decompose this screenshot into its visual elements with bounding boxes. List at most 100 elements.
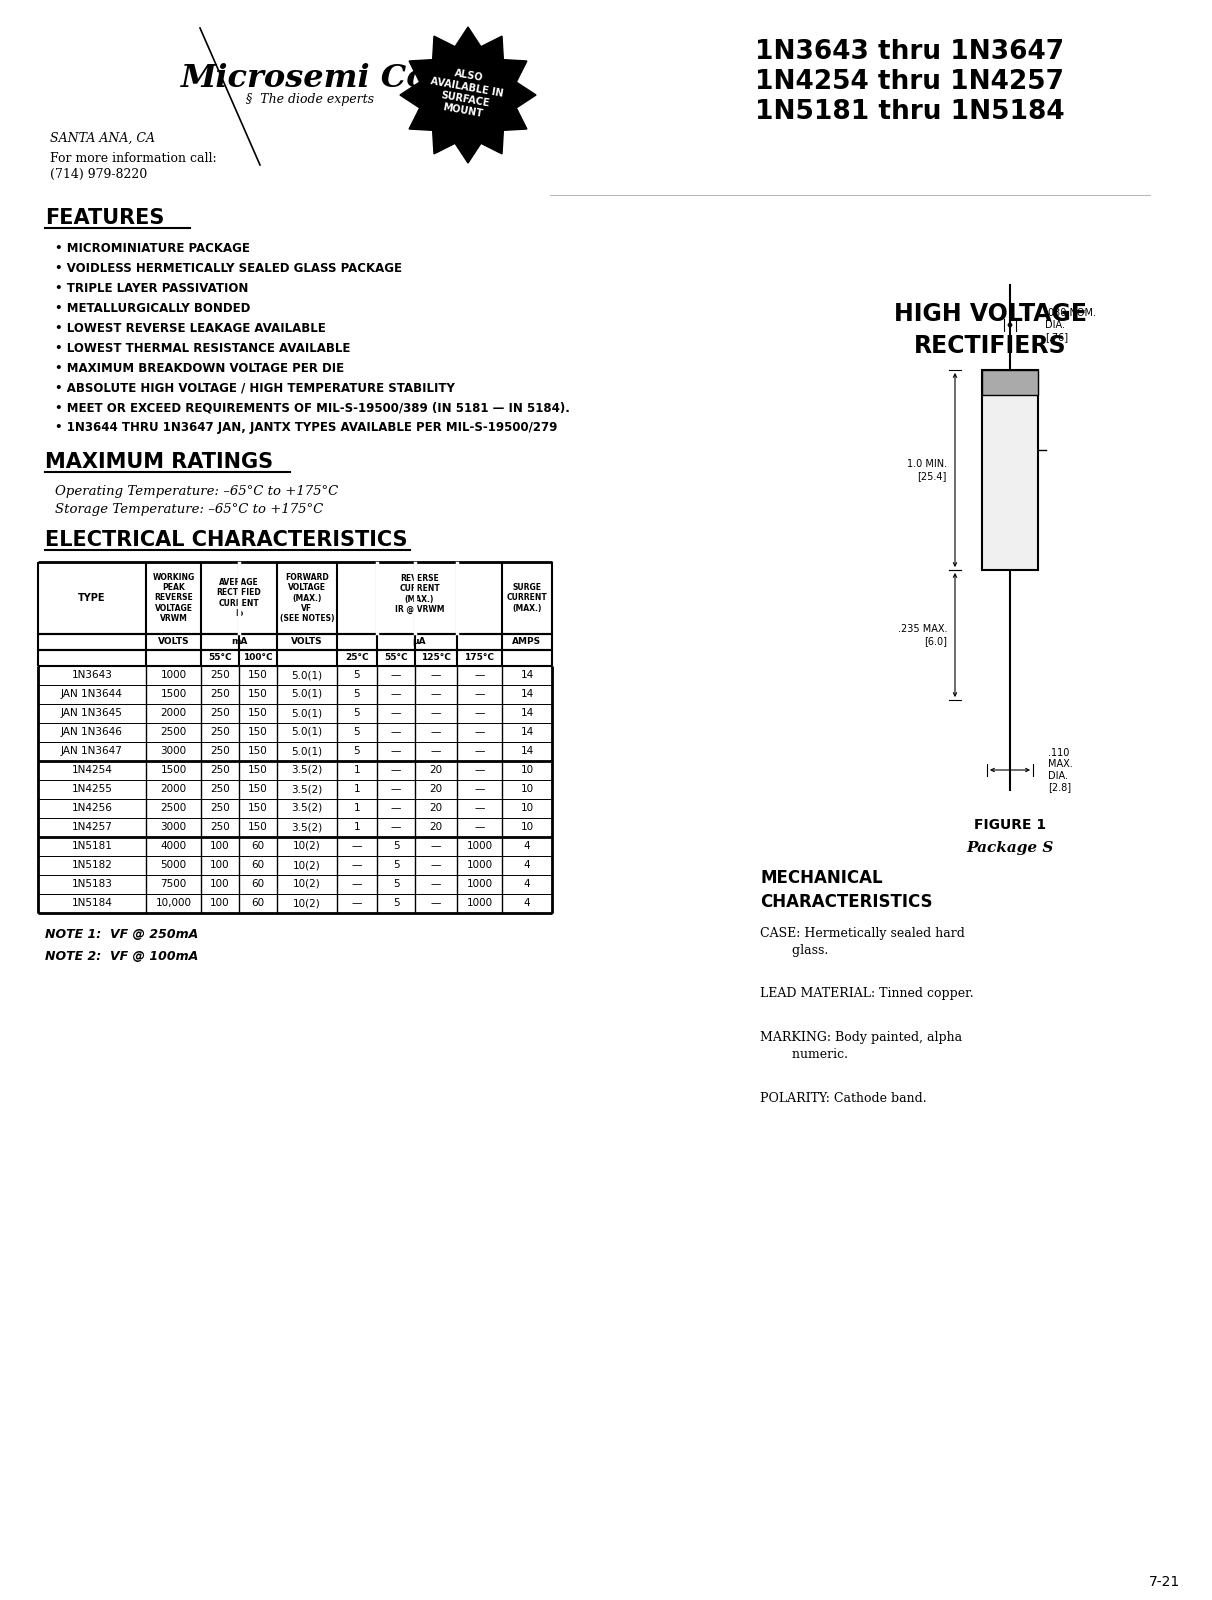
Text: 250: 250: [210, 726, 230, 738]
Text: • LOWEST THERMAL RESISTANCE AVAILABLE: • LOWEST THERMAL RESISTANCE AVAILABLE: [55, 341, 350, 355]
Text: 1000: 1000: [467, 842, 492, 851]
Text: 1N5182: 1N5182: [72, 861, 113, 870]
Text: mA: mA: [230, 637, 247, 646]
Text: NOTE 2:  VF @ 100mA: NOTE 2: VF @ 100mA: [45, 950, 199, 963]
Text: 100°C: 100°C: [244, 653, 273, 662]
Text: —: —: [390, 670, 401, 680]
Text: POLARITY: Cathode band.: POLARITY: Cathode band.: [760, 1091, 927, 1104]
Text: 1N4254: 1N4254: [72, 765, 113, 774]
Text: —: —: [390, 726, 401, 738]
Text: • METALLURGICALLY BONDED: • METALLURGICALLY BONDED: [55, 301, 251, 315]
Text: —: —: [390, 822, 401, 832]
Text: 250: 250: [210, 822, 230, 832]
Text: 150: 150: [248, 746, 268, 757]
Text: MAXIMUM RATINGS: MAXIMUM RATINGS: [45, 451, 273, 472]
Text: 1: 1: [354, 822, 360, 832]
Text: • 1N3644 THRU 1N3647 JAN, JANTX TYPES AVAILABLE PER MIL-S-19500/279: • 1N3644 THRU 1N3647 JAN, JANTX TYPES AV…: [55, 421, 558, 435]
Text: 250: 250: [210, 765, 230, 774]
Text: 150: 150: [248, 803, 268, 813]
Text: 10(2): 10(2): [293, 842, 321, 851]
Text: CASE: Hermetically sealed hard
        glass.: CASE: Hermetically sealed hard glass.: [760, 928, 965, 957]
Text: 14: 14: [520, 726, 533, 738]
Text: 5: 5: [393, 861, 399, 870]
Text: 5: 5: [354, 726, 360, 738]
Text: 4000: 4000: [160, 842, 187, 851]
Text: 5: 5: [393, 878, 399, 890]
Text: —: —: [430, 726, 441, 738]
Text: 3.5(2): 3.5(2): [291, 822, 322, 832]
Text: 3.5(2): 3.5(2): [291, 765, 322, 774]
Text: —: —: [430, 878, 441, 890]
Text: • TRIPLE LAYER PASSIVATION: • TRIPLE LAYER PASSIVATION: [55, 282, 248, 294]
Text: FIGURE 1: FIGURE 1: [974, 818, 1046, 832]
Text: VOLTS: VOLTS: [291, 637, 322, 646]
Text: .235 MAX.
[6.0]: .235 MAX. [6.0]: [898, 624, 947, 646]
Text: FEATURES: FEATURES: [45, 208, 165, 227]
Text: —: —: [474, 707, 485, 718]
Text: 5: 5: [354, 707, 360, 718]
Text: .110
MAX.
DIA.
[2.8]: .110 MAX. DIA. [2.8]: [1048, 747, 1073, 792]
Text: 5.0(1): 5.0(1): [291, 746, 322, 757]
Text: —: —: [430, 670, 441, 680]
Text: REVERSE
CURRENT
(MAX.)
IR @ VRWM: REVERSE CURRENT (MAX.) IR @ VRWM: [395, 574, 445, 614]
Text: 250: 250: [210, 803, 230, 813]
Text: 250: 250: [210, 784, 230, 794]
Text: 1N4255: 1N4255: [72, 784, 113, 794]
Text: —: —: [390, 784, 401, 794]
Text: 1N3643: 1N3643: [72, 670, 113, 680]
Text: 14: 14: [520, 707, 533, 718]
Text: For more information call:: For more information call:: [50, 152, 217, 165]
Text: 1N5183: 1N5183: [72, 878, 113, 890]
Text: 150: 150: [248, 765, 268, 774]
Text: 150: 150: [248, 822, 268, 832]
Text: MECHANICAL
CHARACTERISTICS: MECHANICAL CHARACTERISTICS: [760, 869, 932, 910]
Text: 3.5(2): 3.5(2): [291, 784, 322, 794]
Text: 5.0(1): 5.0(1): [291, 707, 322, 718]
Text: 5: 5: [354, 670, 360, 680]
Text: JAN 1N3644: JAN 1N3644: [61, 690, 122, 699]
Text: 1N5181 thru 1N5184: 1N5181 thru 1N5184: [755, 99, 1064, 125]
Text: —: —: [430, 707, 441, 718]
Text: —: —: [390, 765, 401, 774]
Text: Package S: Package S: [966, 842, 1053, 854]
Text: JAN 1N3645: JAN 1N3645: [61, 707, 122, 718]
Text: —: —: [474, 803, 485, 813]
Text: —: —: [430, 842, 441, 851]
Text: 1N4257: 1N4257: [72, 822, 113, 832]
Text: JAN 1N3647: JAN 1N3647: [61, 746, 122, 757]
Text: 4: 4: [524, 842, 531, 851]
Text: 14: 14: [520, 670, 533, 680]
Text: ELECTRICAL CHARACTERISTICS: ELECTRICAL CHARACTERISTICS: [45, 530, 407, 550]
Text: Storage Temperature: –65°C to +175°C: Storage Temperature: –65°C to +175°C: [55, 504, 324, 517]
Text: 1000: 1000: [160, 670, 187, 680]
Text: 1000: 1000: [467, 878, 492, 890]
Text: AVERAGE
RECTIFIED
CURRENT
Io: AVERAGE RECTIFIED CURRENT Io: [217, 578, 262, 618]
Text: —: —: [430, 861, 441, 870]
Text: 100: 100: [210, 898, 230, 909]
Text: 150: 150: [248, 726, 268, 738]
Text: —: —: [474, 726, 485, 738]
Text: • MAXIMUM BREAKDOWN VOLTAGE PER DIE: • MAXIMUM BREAKDOWN VOLTAGE PER DIE: [55, 362, 344, 374]
Text: • ABSOLUTE HIGH VOLTAGE / HIGH TEMPERATURE STABILITY: • ABSOLUTE HIGH VOLTAGE / HIGH TEMPERATU…: [55, 381, 455, 395]
Text: 1N5181: 1N5181: [72, 842, 113, 851]
Text: AMPS: AMPS: [513, 637, 542, 646]
Polygon shape: [424, 59, 511, 131]
Text: 10,000: 10,000: [155, 898, 191, 909]
Text: 2500: 2500: [160, 726, 187, 738]
Text: 25°C: 25°C: [345, 653, 368, 662]
Text: 20: 20: [429, 784, 442, 794]
Text: 100: 100: [210, 878, 230, 890]
Text: Operating Temperature: –65°C to +175°C: Operating Temperature: –65°C to +175°C: [55, 485, 338, 499]
Text: 60: 60: [251, 898, 264, 909]
Text: SURGE
CURRENT
(MAX.): SURGE CURRENT (MAX.): [507, 582, 548, 613]
Text: 100: 100: [210, 861, 230, 870]
Text: 10: 10: [520, 803, 533, 813]
Text: 7500: 7500: [160, 878, 187, 890]
Text: —: —: [474, 822, 485, 832]
Text: 4: 4: [524, 898, 531, 909]
Text: FORWARD
VOLTAGE
(MAX.)
VF
(SEE NOTES): FORWARD VOLTAGE (MAX.) VF (SEE NOTES): [280, 573, 335, 624]
Text: 10(2): 10(2): [293, 878, 321, 890]
Polygon shape: [400, 27, 536, 163]
Text: 250: 250: [210, 707, 230, 718]
Text: 14: 14: [520, 690, 533, 699]
